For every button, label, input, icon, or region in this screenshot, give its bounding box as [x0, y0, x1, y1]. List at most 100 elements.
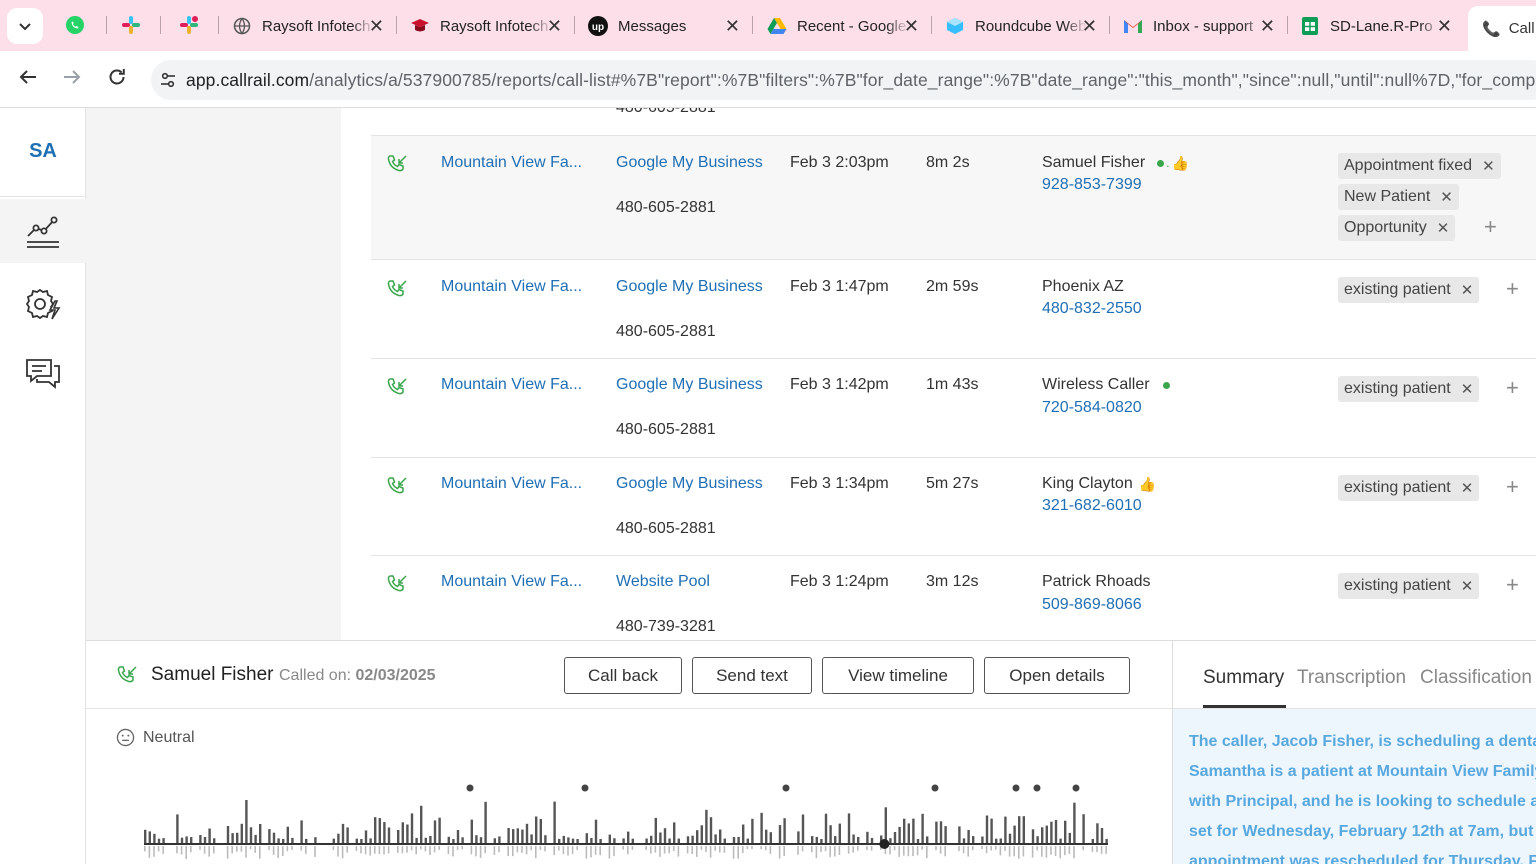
site-info-icon[interactable]	[159, 66, 177, 94]
caller-phone-link[interactable]: 720-584-0820	[1042, 399, 1142, 416]
close-tab-icon[interactable]: ✕	[1436, 16, 1452, 36]
close-tab-icon[interactable]: ✕	[546, 16, 562, 36]
add-tag-icon[interactable]: +	[1506, 572, 1519, 597]
keyword-marker[interactable]	[466, 784, 474, 792]
sidebar-item-automation[interactable]	[0, 272, 86, 336]
caller-phone-link[interactable]: 321-682-6010	[1042, 497, 1142, 514]
waveform-bar	[452, 839, 455, 843]
browser-tab[interactable]: SD-Lane.R-Pro ✕	[1300, 8, 1452, 44]
source-link[interactable]: Google My Business	[616, 376, 763, 393]
account-initials[interactable]: SA	[29, 140, 57, 162]
remove-tag-icon[interactable]: ✕	[1460, 480, 1474, 497]
company-link[interactable]: Mountain View Fa...	[441, 154, 583, 171]
tab-search-button[interactable]	[7, 8, 43, 44]
waveform-bar	[898, 826, 901, 843]
keyword-marker[interactable]	[782, 784, 790, 792]
table-row[interactable]: Mountain View Fa... Google My Business 4…	[371, 135, 1536, 260]
keyword-marker[interactable]	[1012, 784, 1020, 792]
caller-phone-link[interactable]: 928-853-7399	[1042, 176, 1142, 193]
add-tag-icon[interactable]: +	[1484, 214, 1497, 239]
tab-title: Raysoft Infotech	[262, 17, 371, 35]
caller-name[interactable]: Phoenix AZ	[1042, 278, 1124, 295]
playhead[interactable]	[879, 839, 890, 849]
caller-name[interactable]: Patrick Rhoads	[1042, 573, 1151, 590]
remove-tag-icon[interactable]: ✕	[1460, 578, 1474, 595]
add-tag-icon[interactable]: +	[1506, 375, 1519, 400]
back-button[interactable]	[18, 67, 38, 93]
close-tab-icon[interactable]: ✕	[724, 16, 740, 36]
company-link[interactable]: Mountain View Fa...	[441, 573, 583, 590]
remove-tag-icon[interactable]: ✕	[1440, 189, 1453, 206]
browser-tab[interactable]: up Messages ✕	[588, 8, 740, 44]
waveform-bar	[981, 846, 983, 849]
add-tag-icon[interactable]: +	[1506, 276, 1519, 301]
browser-tab[interactable]: Raysoft Infotech ✕	[410, 8, 562, 44]
waveform-bar	[907, 823, 910, 843]
waveform-bar	[903, 846, 905, 856]
waveform-bar	[162, 838, 165, 843]
close-tab-icon[interactable]: ✕	[1081, 16, 1097, 36]
pinned-tab-slack-2[interactable]	[178, 14, 200, 36]
table-row[interactable]: Mountain View Fa... Google My Business 4…	[371, 458, 1536, 556]
call-audio-waveform[interactable]	[144, 779, 1114, 864]
remove-tag-icon[interactable]: ✕	[1436, 220, 1450, 237]
keyword-marker[interactable]	[931, 784, 939, 792]
company-link[interactable]: Mountain View Fa...	[441, 278, 583, 295]
waveform-bar	[935, 846, 937, 851]
forward-button[interactable]	[62, 67, 82, 93]
remove-tag-icon[interactable]: ✕	[1460, 282, 1474, 299]
caller-name[interactable]: King Clayton 👍	[1042, 475, 1156, 493]
browser-tab[interactable]: Inbox - support ✕	[1123, 8, 1275, 44]
pinned-tab-whatsapp[interactable]	[64, 14, 86, 36]
keyword-marker[interactable]	[1072, 784, 1080, 792]
close-tab-icon[interactable]: ✕	[1259, 16, 1275, 36]
keyword-marker[interactable]	[1033, 784, 1041, 792]
sidebar-item-analytics[interactable]	[0, 199, 86, 263]
tag-chip: existing patient ✕	[1338, 277, 1480, 303]
source-link[interactable]: Google My Business	[616, 154, 763, 171]
waveform-bar	[530, 834, 533, 843]
caller-name[interactable]: Samuel Fisher. 👍	[1042, 154, 1189, 172]
address-bar[interactable]: app.callrail.com/analytics/a/537900785/r…	[151, 60, 1536, 100]
call-list: 480-605-2881 Mountain View Fa... Google …	[341, 108, 1536, 640]
caller-phone-link[interactable]: 509-869-8066	[1042, 596, 1142, 613]
waveform-bar	[332, 838, 335, 843]
sidebar-item-conversations[interactable]	[0, 341, 86, 405]
source-link[interactable]: Google My Business	[616, 475, 763, 492]
waveform-bar	[525, 846, 528, 855]
tab-summary[interactable]: Summary	[1203, 667, 1285, 688]
browser-tab[interactable]: Roundcube Webmail ✕	[945, 8, 1097, 44]
pinned-tab-slack-1[interactable]	[120, 14, 142, 36]
remove-tag-icon[interactable]: ✕	[1460, 381, 1474, 398]
tab-transcription[interactable]: Transcription	[1297, 667, 1407, 688]
caller-phone-link[interactable]: 480-832-2550	[1042, 300, 1142, 317]
tab-classification[interactable]: Classification	[1420, 667, 1532, 688]
waveform-bar	[355, 846, 358, 851]
waveform-bar	[240, 846, 243, 852]
open-details-button[interactable]: Open details	[984, 657, 1130, 694]
waveform-bar	[516, 828, 519, 843]
reload-button[interactable]	[107, 67, 127, 93]
active-browser-tab[interactable]: 📞 Call	[1468, 6, 1536, 51]
waveform-bar	[512, 829, 515, 843]
add-tag-icon[interactable]: +	[1506, 474, 1519, 499]
call-back-button[interactable]: Call back	[564, 657, 682, 694]
company-link[interactable]: Mountain View Fa...	[441, 475, 583, 492]
waveform-bar	[857, 846, 859, 851]
source-link[interactable]: Google My Business	[616, 278, 763, 295]
remove-tag-icon[interactable]: ✕	[1482, 158, 1495, 175]
company-link[interactable]: Mountain View Fa...	[441, 376, 583, 393]
browser-tab[interactable]: Recent - Google Drive ✕	[767, 8, 919, 44]
caller-name[interactable]: Wireless Caller	[1042, 376, 1170, 394]
table-row[interactable]: Mountain View Fa... Google My Business 4…	[371, 359, 1536, 458]
view-timeline-button[interactable]: View timeline	[822, 657, 974, 694]
send-text-button[interactable]: Send text	[692, 657, 812, 694]
source-link[interactable]: Website Pool	[616, 573, 710, 590]
close-tab-icon[interactable]: ✕	[368, 16, 384, 36]
browser-tab[interactable]: Raysoft Infotech ✕	[232, 8, 384, 44]
table-row[interactable]: Mountain View Fa... Google My Business 4…	[371, 260, 1536, 359]
table-row[interactable]: Mountain View Fa... Website Pool 480-739…	[371, 556, 1536, 640]
call-date: Feb 3 1:34pm	[790, 475, 889, 492]
close-tab-icon[interactable]: ✕	[903, 16, 919, 36]
keyword-marker[interactable]	[581, 784, 589, 792]
